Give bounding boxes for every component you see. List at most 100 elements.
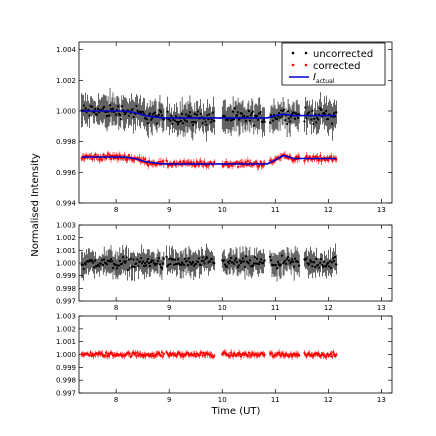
model-line-I_actual — [81, 110, 337, 119]
data-point-uncorrected — [141, 262, 144, 265]
data-point-uncorrected — [285, 258, 289, 261]
data-point-corrected — [320, 159, 323, 163]
data-point-uncorrected — [319, 261, 322, 264]
data-point-uncorrected — [188, 261, 192, 264]
data-point-uncorrected — [294, 257, 297, 260]
data-point-corrected — [193, 352, 196, 356]
data-point-uncorrected — [201, 121, 204, 125]
data-point-uncorrected — [162, 118, 165, 121]
data-point-uncorrected — [156, 259, 160, 263]
data-point-corrected — [88, 354, 91, 357]
data-point-corrected — [119, 352, 122, 355]
data-point-corrected — [330, 352, 333, 355]
data-point-uncorrected — [256, 118, 259, 121]
data-point-uncorrected — [332, 257, 335, 260]
data-point-uncorrected — [294, 117, 297, 120]
data-point-uncorrected — [330, 266, 333, 270]
x-tick-label-bottom: 13 — [377, 396, 386, 404]
data-point-corrected — [317, 352, 320, 355]
data-point-uncorrected — [193, 112, 196, 115]
data-point-uncorrected — [282, 108, 286, 111]
data-point-uncorrected — [318, 266, 321, 269]
data-point-uncorrected — [242, 114, 246, 117]
data-point-uncorrected — [195, 113, 198, 116]
legend-box — [281, 42, 386, 86]
data-point-corrected — [305, 154, 308, 158]
data-point-corrected — [175, 354, 178, 358]
data-point-uncorrected — [143, 264, 146, 268]
data-point-corrected — [244, 161, 248, 164]
data-point-uncorrected — [244, 119, 248, 123]
data-point-corrected — [294, 354, 297, 357]
legend-label-corrected: corrected — [313, 61, 361, 72]
data-point-uncorrected — [322, 265, 325, 268]
y-tick-label-bottom: 1.003 — [56, 313, 76, 321]
x-tick-label-bottom: 11 — [271, 396, 280, 404]
data-point-uncorrected — [180, 119, 183, 123]
data-point-uncorrected — [226, 265, 229, 268]
data-point-uncorrected — [279, 263, 283, 266]
data-point-uncorrected — [133, 266, 136, 269]
data-point-uncorrected — [235, 114, 239, 117]
data-point-uncorrected — [171, 122, 174, 126]
data-point-corrected — [101, 158, 104, 161]
data-point-uncorrected — [331, 261, 334, 264]
data-point-uncorrected — [316, 116, 319, 119]
data-point-corrected — [312, 155, 315, 158]
data-point-corrected — [246, 160, 249, 163]
data-point-corrected — [147, 353, 150, 356]
data-point-uncorrected — [234, 257, 238, 260]
data-point-uncorrected — [160, 267, 164, 270]
data-point-uncorrected — [158, 263, 162, 266]
data-point-uncorrected — [91, 259, 94, 262]
data-point-uncorrected — [98, 265, 101, 268]
data-point-corrected — [303, 159, 306, 162]
data-point-uncorrected — [118, 113, 121, 116]
data-point-uncorrected — [304, 106, 307, 109]
data-point-corrected — [101, 352, 104, 355]
data-point-uncorrected — [237, 264, 241, 267]
data-point-corrected — [116, 157, 119, 161]
x-tick-label-middle: 13 — [377, 304, 386, 312]
data-point-uncorrected — [191, 261, 194, 264]
data-point-uncorrected — [231, 110, 235, 113]
data-point-corrected — [135, 355, 138, 358]
data-point-uncorrected — [125, 256, 128, 259]
data-point-uncorrected — [287, 117, 291, 120]
data-point-uncorrected — [248, 259, 251, 262]
data-point-uncorrected — [255, 257, 258, 260]
data-point-uncorrected — [157, 256, 161, 260]
data-point-corrected — [159, 160, 163, 163]
data-point-uncorrected — [274, 263, 278, 267]
data-point-uncorrected — [238, 259, 242, 262]
x-tick-label-top: 13 — [377, 206, 386, 214]
data-point-uncorrected — [149, 112, 152, 115]
data-point-uncorrected — [253, 255, 256, 259]
data-point-uncorrected — [178, 120, 181, 124]
y-tick-label-middle: 1.003 — [56, 222, 76, 230]
data-point-uncorrected — [201, 256, 204, 259]
data-point-corrected — [229, 354, 232, 357]
data-point-corrected — [142, 157, 145, 160]
data-point-uncorrected — [236, 111, 240, 114]
y-tick-label-bottom: 0.999 — [56, 364, 76, 372]
data-point-uncorrected — [82, 267, 85, 271]
data-point-uncorrected — [213, 119, 216, 123]
data-point-uncorrected — [280, 115, 284, 118]
data-point-uncorrected — [120, 262, 123, 265]
data-point-uncorrected — [325, 265, 328, 268]
data-point-uncorrected — [329, 260, 332, 263]
data-point-corrected — [258, 354, 261, 357]
data-point-corrected — [169, 352, 172, 355]
data-point-corrected — [89, 351, 92, 354]
data-point-uncorrected — [275, 118, 279, 121]
data-point-corrected — [115, 154, 118, 157]
data-point-corrected — [160, 351, 164, 354]
data-point-corrected — [305, 355, 308, 358]
data-point-uncorrected — [206, 256, 209, 259]
data-point-uncorrected — [151, 117, 154, 120]
data-point-corrected — [113, 154, 117, 157]
data-point-corrected — [312, 354, 315, 358]
model-line-I_actual_corrected — [81, 154, 337, 165]
